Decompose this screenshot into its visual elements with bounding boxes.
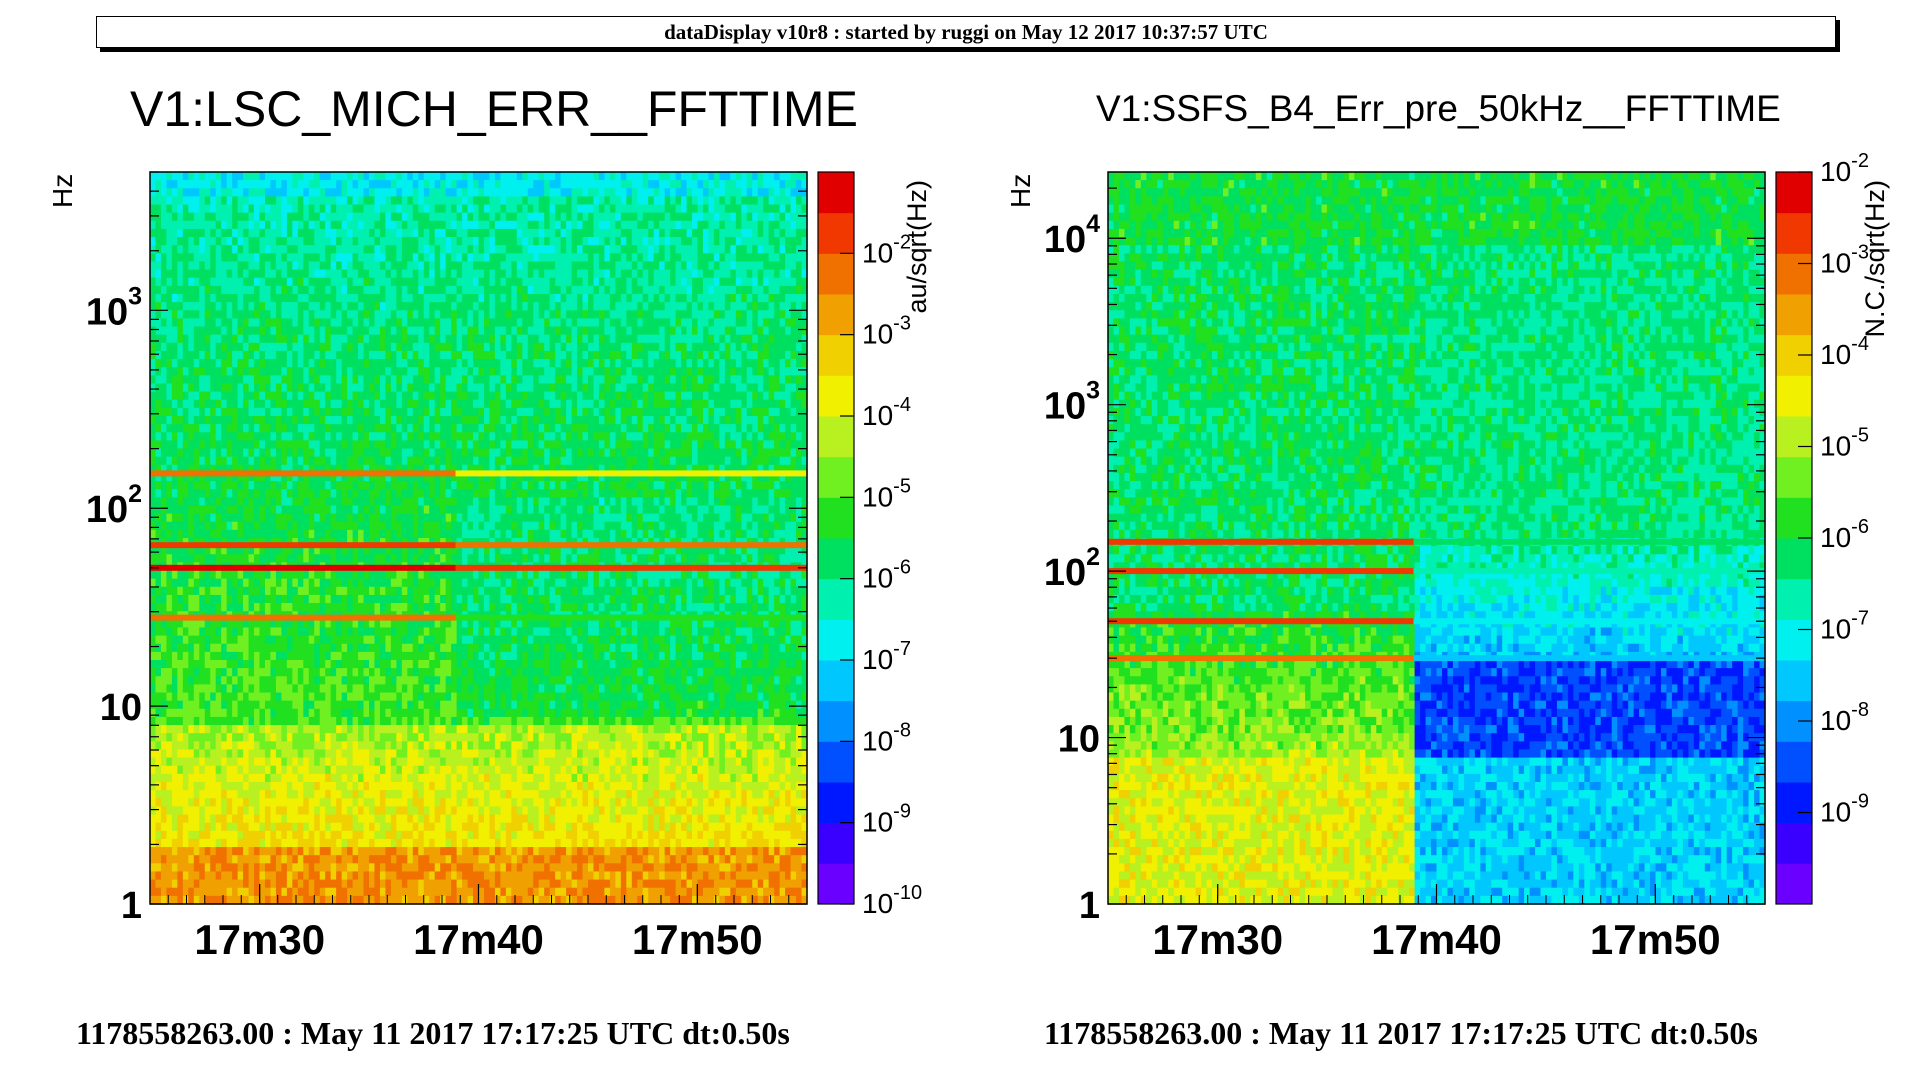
spectrogram-cells xyxy=(1108,172,1766,905)
x-tick-label: 17m50 xyxy=(632,916,763,963)
right-spectrogram: 1 10 102 103 104 17m30 17m40 17m50 Hz 10-9 10-8 10-… xyxy=(1005,150,1890,963)
colorbar-tick-label: 10-6 xyxy=(1820,516,1869,553)
line-feature-after xyxy=(1413,568,1765,575)
x-tick-label: 17m40 xyxy=(413,916,544,963)
y-tick-label: 1 xyxy=(121,885,142,927)
colorbar-tick-label: 10-7 xyxy=(862,638,911,675)
right-chart-title: V1:SSFS_B4_Err_pre_50kHz__FFTTIME xyxy=(1096,88,1781,130)
y-tick-label: 10 xyxy=(100,687,142,729)
colorbar-tick-label: 10-5 xyxy=(862,475,911,512)
x-tick-label: 17m30 xyxy=(194,916,325,963)
line-feature-after xyxy=(455,614,807,621)
colorbar: 10-910-810-710-610-510-410-310-2N.C./sqr… xyxy=(1775,150,1890,905)
line-feature-before xyxy=(1108,538,1414,545)
colorbar-tick-label: 10-4 xyxy=(862,394,911,431)
x-tick-label: 17m30 xyxy=(1152,916,1283,963)
right-footer-timestamp: 1178558263.00 : May 11 2017 17:17:25 UTC… xyxy=(1044,1015,1758,1052)
x-tick-label: 17m40 xyxy=(1371,916,1502,963)
colorbar-tick-label: 10-4 xyxy=(1820,333,1869,370)
line-feature-after xyxy=(1413,655,1765,662)
left-chart-title: V1:LSC_MICH_ERR__FFTTIME xyxy=(130,80,858,138)
x-tick-label: 17m50 xyxy=(1590,916,1721,963)
colorbar-tick-label: 10-5 xyxy=(1820,425,1869,462)
y-axis-label: Hz xyxy=(47,174,78,208)
y-axis-label: Hz xyxy=(1005,174,1036,208)
line-feature-after xyxy=(455,542,807,549)
left-footer-timestamp: 1178558263.00 : May 11 2017 17:17:25 UTC… xyxy=(76,1015,790,1052)
line-feature-after xyxy=(1413,618,1765,625)
line-feature-before xyxy=(150,564,456,571)
colorbar-axis-label: N.C./sqrt(Hz) xyxy=(1860,180,1890,338)
line-feature-after xyxy=(1413,538,1765,545)
header-banner: dataDisplay v10r8 : started by ruggi on … xyxy=(96,16,1836,48)
colorbar-tick-label: 10-3 xyxy=(1820,242,1869,279)
colorbar-axis-label: au/sqrt(Hz) xyxy=(902,180,932,314)
line-feature-after xyxy=(455,564,807,571)
colorbar-tick-label: 10-8 xyxy=(1820,699,1869,736)
line-feature-before xyxy=(1108,618,1414,625)
colorbar-tick-label: 10-9 xyxy=(862,801,911,838)
colorbar-tick-label: 10-3 xyxy=(862,313,911,350)
colorbar: 10-1010-910-810-710-610-510-410-310-2au/… xyxy=(817,171,932,919)
y-tick-label: 103 xyxy=(86,282,142,333)
line-feature-before xyxy=(1108,655,1414,662)
y-tick-label: 103 xyxy=(1044,377,1100,428)
colorbar-tick-label: 10-8 xyxy=(862,719,911,756)
line-feature-before xyxy=(150,614,456,621)
y-tick-label: 10 xyxy=(1058,719,1100,761)
colorbar-tick-label: 10-6 xyxy=(862,557,911,594)
spectrogram-cells xyxy=(150,172,808,905)
y-tick-label: 102 xyxy=(1044,543,1100,594)
colorbar-tick-label: 10-9 xyxy=(1820,791,1869,828)
line-feature-before xyxy=(150,542,456,549)
y-tick-label: 1 xyxy=(1079,885,1100,927)
line-feature-before xyxy=(150,470,456,477)
y-tick-label: 104 xyxy=(1044,210,1100,261)
y-tick-label: 102 xyxy=(86,480,142,531)
colorbar-tick-label: 10-7 xyxy=(1820,608,1869,645)
left-spectrogram: 1 10 102 103 17m30 17m40 17m50 Hz 10-10 10-9 10-8 1… xyxy=(47,171,932,963)
colorbar-tick-label: 10-10 xyxy=(862,882,922,919)
line-feature-after xyxy=(455,470,807,477)
line-feature-before xyxy=(1108,568,1414,575)
